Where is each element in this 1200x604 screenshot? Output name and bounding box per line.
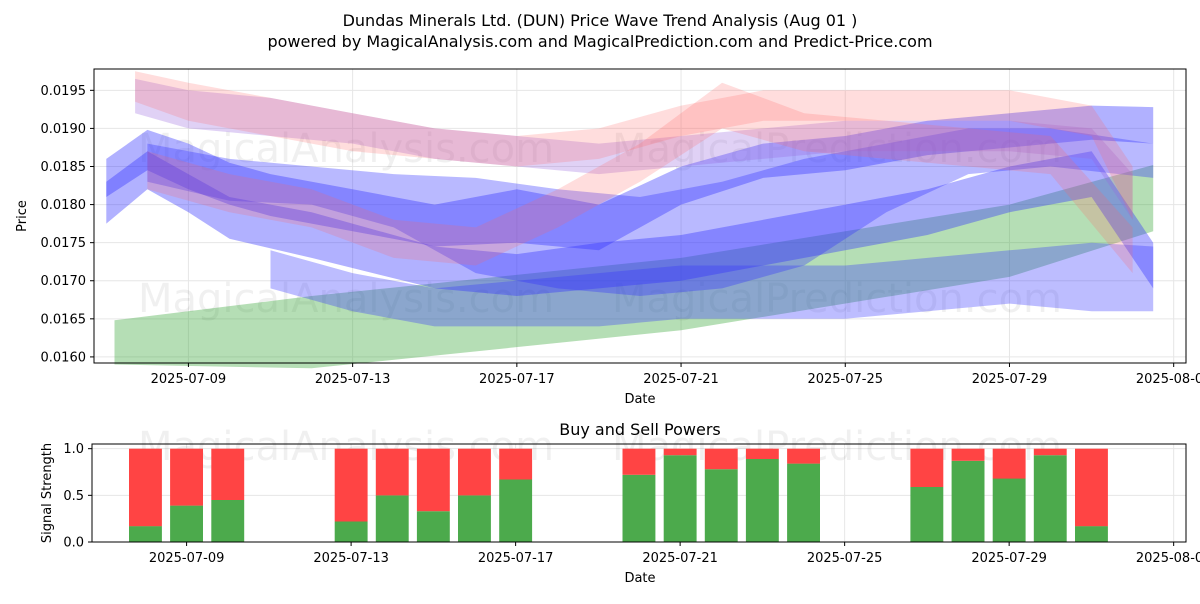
top-y-tick-label: 0.0175 [41,236,87,251]
top-y-axis: 0.0160 0.0165 0.0170 0.0175 0.0180 0.0185 0.01… [41,84,94,365]
sell-bar [910,448,944,487]
sell-bar [992,448,1026,479]
top-watermarks: MagicalAnalysis.com MagicalPrediction.co… [138,126,1062,322]
bottom-x-tick-label: 2025-07-13 [313,551,389,566]
bottom-y-tick-label: 1.0 [63,442,84,457]
sell-bar [375,448,409,496]
buy-bar [129,526,162,542]
watermark-prediction-1: MagicalPrediction.com [612,126,1062,172]
sell-bar [458,448,491,496]
bottom-y-axis: 0.0 0.5 1.0 [63,442,92,551]
buy-bar [1033,455,1067,542]
sell-bar [416,448,450,512]
buy-bar [992,478,1026,542]
watermark-prediction-2: MagicalPrediction.com [612,276,1062,322]
bottom-x-axis-label: Date [624,571,655,586]
price-band-0 [114,165,1154,369]
buy-bar [170,505,203,542]
bottom-x-axis: 2025-07-09 2025-07-13 2025-07-17 2025-07-21… [149,542,1200,566]
price-wave-panel: MagicalAnalysis.com MagicalPrediction.co… [15,68,1200,407]
top-y-tick-label: 0.0160 [41,350,87,365]
price-band-4 [270,242,1154,327]
buy-bar [951,460,985,542]
sell-bar [663,448,697,456]
sell-bar [1033,448,1067,456]
bottom-x-tick-label: 2025-08-01 [1136,551,1200,566]
bottom-plot-frame [91,443,1187,543]
buy-bar [416,511,450,542]
buy-bar [499,479,533,542]
sell-bar [170,448,203,506]
top-x-tick-label: 2025-07-21 [643,372,719,387]
sell-bar [704,448,738,470]
price-band-3 [147,128,1154,296]
top-y-axis-label: Price [15,200,30,232]
bottom-y-axis-label: Signal Strength [40,443,55,543]
sell-bar [622,448,656,475]
buy-bar [745,458,779,542]
top-y-tick-label: 0.0190 [41,122,87,137]
watermark-analysis-1: MagicalAnalysis.com [138,126,554,172]
top-y-tick-label: 0.0185 [41,160,87,175]
bottom-x-tick-label: 2025-07-21 [642,551,718,566]
price-band-2 [106,151,1154,296]
sell-bar [1075,448,1108,527]
bottom-panel-title: Buy and Sell Powers [559,420,721,439]
top-grid [94,69,1186,363]
buy-bar [458,495,491,542]
sell-bar [129,448,162,527]
top-y-tick-label: 0.0165 [41,312,87,327]
top-plot-background [94,69,1186,363]
buy-bar [663,455,697,542]
price-band-7 [147,82,1133,274]
watermark-analysis-2: MagicalAnalysis.com [138,276,554,322]
chart-title-line2: powered by MagicalAnalysis.com and Magic… [267,32,932,51]
price-band-5 [135,78,1133,220]
sell-bar [745,448,779,459]
top-y-tick-label: 0.0195 [41,84,87,99]
top-y-tick-label: 0.0180 [41,198,87,213]
sell-bar [211,448,245,500]
sell-bar [951,448,985,461]
price-band-6 [135,71,1133,220]
buy-bar [375,495,409,542]
top-x-tick-label: 2025-07-09 [151,372,227,387]
top-x-tick-label: 2025-07-17 [479,372,555,387]
sell-bar [334,448,368,522]
bottom-bars [129,448,1108,542]
bottom-x-tick-label: 2025-07-25 [807,551,883,566]
bottom-y-tick-label: 0.5 [63,489,84,504]
top-x-tick-label: 2025-07-25 [807,372,883,387]
buy-bar [704,469,738,542]
top-x-axis: 2025-07-09 2025-07-13 2025-07-17 2025-07-21… [151,363,1200,387]
buy-bar [910,486,944,542]
chart-title-line1: Dundas Minerals Ltd. (DUN) Price Wave Tr… [343,11,858,30]
buy-sell-panel: Buy and Sell Powers MagicalAnalysis.com … [40,420,1200,586]
buy-bar [211,500,245,542]
top-x-tick-label: 2025-08-01 [1136,372,1200,387]
bottom-y-tick-label: 0.0 [63,536,84,551]
bottom-x-tick-label: 2025-07-09 [149,551,225,566]
bottom-x-tick-label: 2025-07-29 [971,551,1047,566]
buy-bar [1075,526,1108,542]
buy-bar [334,521,368,542]
top-plot-frame [93,68,1187,364]
top-x-tick-label: 2025-07-13 [315,372,391,387]
sell-bar [787,448,820,464]
top-x-axis-label: Date [624,392,655,407]
top-x-tick-label: 2025-07-29 [972,372,1048,387]
top-bands [106,71,1154,369]
price-band-1 [106,105,1154,251]
buy-bar [787,463,820,542]
bottom-x-tick-label: 2025-07-17 [478,551,554,566]
sell-bar [499,448,533,480]
buy-bar [622,474,656,542]
top-y-tick-label: 0.0170 [41,274,87,289]
